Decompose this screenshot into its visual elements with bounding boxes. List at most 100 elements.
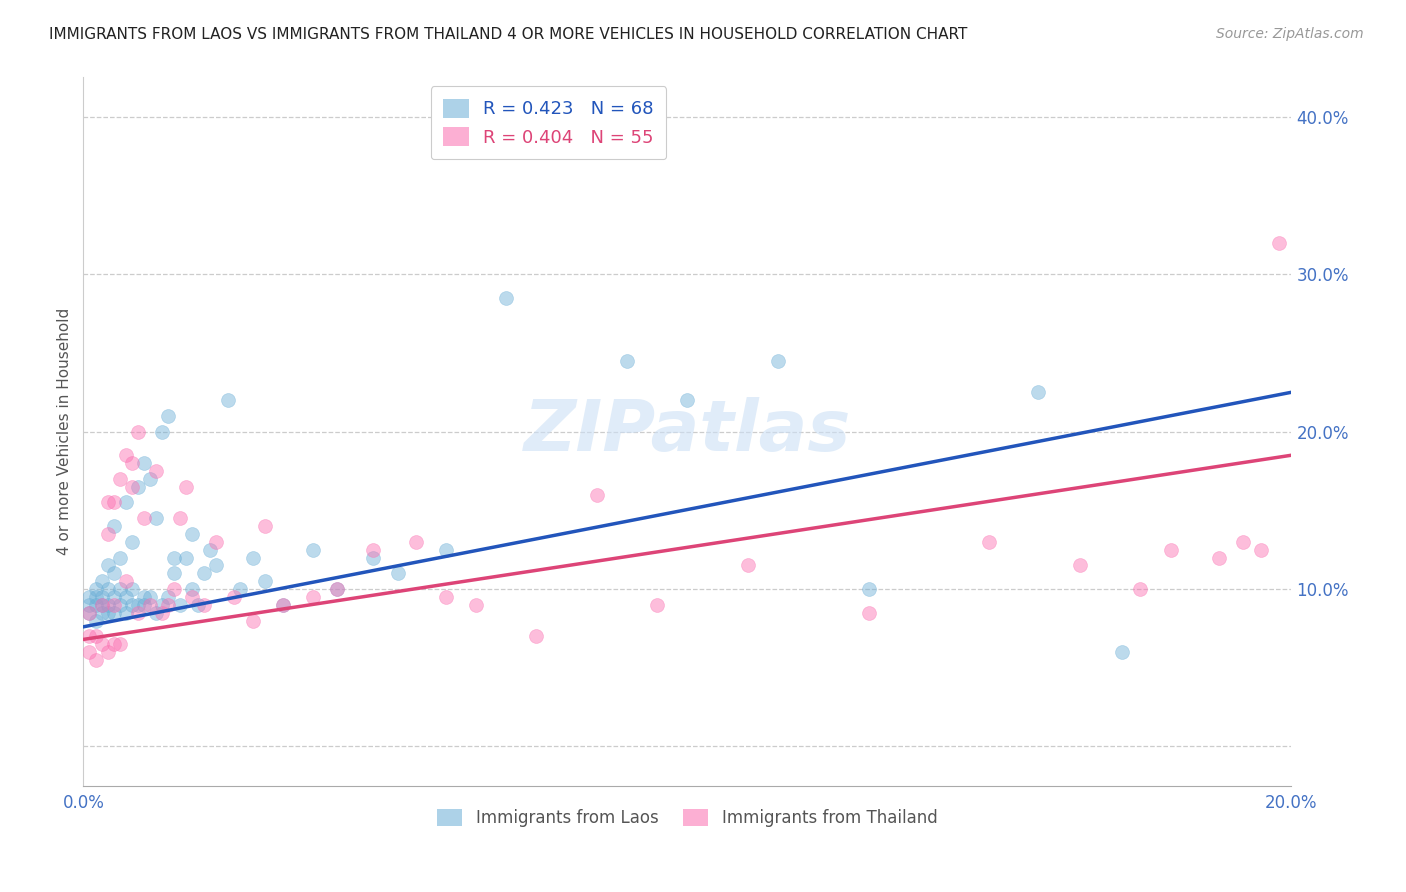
Point xyxy=(1026,385,1049,400)
Point xyxy=(224,590,246,604)
Point xyxy=(242,614,264,628)
Point xyxy=(121,534,143,549)
Point xyxy=(1129,582,1152,596)
Point xyxy=(132,598,155,612)
Point xyxy=(84,598,107,612)
Point xyxy=(127,425,149,439)
Point xyxy=(103,637,125,651)
Point xyxy=(302,542,325,557)
Point xyxy=(103,495,125,509)
Point xyxy=(84,614,107,628)
Point xyxy=(132,511,155,525)
Point xyxy=(253,519,276,533)
Point xyxy=(858,606,880,620)
Point xyxy=(145,464,167,478)
Point xyxy=(1208,550,1230,565)
Point xyxy=(181,590,204,604)
Point xyxy=(114,495,136,509)
Point xyxy=(156,409,179,423)
Point xyxy=(200,542,222,557)
Point xyxy=(737,558,759,573)
Point xyxy=(766,353,789,368)
Text: Source: ZipAtlas.com: Source: ZipAtlas.com xyxy=(1216,27,1364,41)
Point xyxy=(181,582,204,596)
Text: ZIPatlas: ZIPatlas xyxy=(524,397,851,467)
Point xyxy=(103,519,125,533)
Point xyxy=(90,606,112,620)
Point xyxy=(90,574,112,589)
Point xyxy=(127,606,149,620)
Point xyxy=(97,598,120,612)
Point xyxy=(114,448,136,462)
Point xyxy=(97,606,120,620)
Point xyxy=(114,574,136,589)
Point xyxy=(108,598,131,612)
Point xyxy=(163,550,186,565)
Point xyxy=(217,393,239,408)
Point xyxy=(363,550,385,565)
Point xyxy=(121,480,143,494)
Point xyxy=(150,606,173,620)
Point xyxy=(1232,534,1254,549)
Point xyxy=(127,598,149,612)
Point xyxy=(114,590,136,604)
Point xyxy=(150,598,173,612)
Point xyxy=(229,582,252,596)
Point xyxy=(193,598,215,612)
Point xyxy=(97,582,120,596)
Point xyxy=(169,511,191,525)
Point xyxy=(103,566,125,581)
Point xyxy=(90,598,112,612)
Point xyxy=(181,527,204,541)
Point xyxy=(79,645,101,659)
Point xyxy=(97,495,120,509)
Point xyxy=(90,590,112,604)
Point xyxy=(90,598,112,612)
Point xyxy=(79,598,101,612)
Point xyxy=(174,550,197,565)
Point xyxy=(387,566,409,581)
Text: IMMIGRANTS FROM LAOS VS IMMIGRANTS FROM THAILAND 4 OR MORE VEHICLES IN HOUSEHOLD: IMMIGRANTS FROM LAOS VS IMMIGRANTS FROM … xyxy=(49,27,967,42)
Point xyxy=(585,487,607,501)
Point xyxy=(84,582,107,596)
Y-axis label: 4 or more Vehicles in Household: 4 or more Vehicles in Household xyxy=(58,308,72,555)
Point xyxy=(858,582,880,596)
Point xyxy=(676,393,699,408)
Point xyxy=(242,550,264,565)
Point xyxy=(145,606,167,620)
Point xyxy=(271,598,294,612)
Point xyxy=(108,550,131,565)
Point xyxy=(79,606,101,620)
Point xyxy=(405,534,427,549)
Point xyxy=(150,425,173,439)
Point xyxy=(979,534,1001,549)
Point xyxy=(97,527,120,541)
Point xyxy=(145,511,167,525)
Point xyxy=(97,558,120,573)
Point xyxy=(103,598,125,612)
Point xyxy=(169,598,191,612)
Point xyxy=(103,606,125,620)
Point xyxy=(132,590,155,604)
Point xyxy=(108,582,131,596)
Point xyxy=(326,582,349,596)
Point xyxy=(645,598,668,612)
Point xyxy=(271,598,294,612)
Point xyxy=(127,480,149,494)
Point xyxy=(1250,542,1272,557)
Point xyxy=(163,582,186,596)
Point xyxy=(84,590,107,604)
Legend: Immigrants from Laos, Immigrants from Thailand: Immigrants from Laos, Immigrants from Th… xyxy=(430,803,945,834)
Point xyxy=(1160,542,1182,557)
Point xyxy=(1069,558,1091,573)
Point xyxy=(121,582,143,596)
Point xyxy=(156,590,179,604)
Point xyxy=(108,472,131,486)
Point xyxy=(84,653,107,667)
Point xyxy=(205,534,228,549)
Point xyxy=(108,637,131,651)
Point xyxy=(90,637,112,651)
Point xyxy=(1111,645,1133,659)
Point xyxy=(121,598,143,612)
Point xyxy=(163,566,186,581)
